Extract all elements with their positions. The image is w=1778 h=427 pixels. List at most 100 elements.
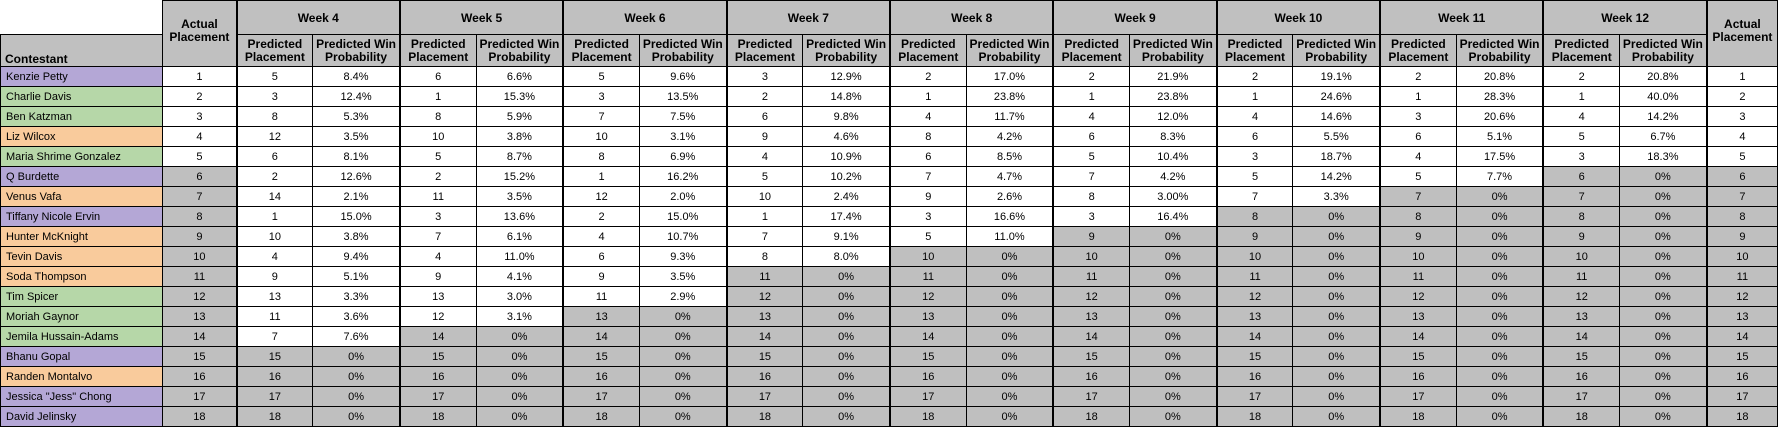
- predicted-win-probability-cell: 0%: [1128, 326, 1218, 347]
- predicted-placement-cell: 3: [1379, 106, 1457, 127]
- predicted-win-probability-cell: 16.2%: [638, 166, 728, 187]
- actual-placement-cell-right: 11: [1706, 266, 1778, 287]
- contestant-name-cell: Moriah Gaynor: [0, 306, 164, 327]
- predicted-win-probability-cell: 0%: [1128, 246, 1218, 267]
- actual-placement-cell-right: 7: [1706, 186, 1778, 207]
- predicted-win-probability-cell: 0%: [1128, 406, 1218, 427]
- predicted-placement-cell: 11: [235, 306, 314, 327]
- predicted-placement-cell: 16: [1052, 366, 1130, 387]
- predicted-win-probability-cell: 0%: [802, 326, 892, 347]
- table-row: Jessica "Jess" Chong 17 17 0% 17 0% 17 0% 17 0% 17…: [0, 386, 1778, 407]
- actual-placement-cell: 14: [162, 326, 238, 347]
- predicted-placement-cell: 12: [562, 186, 640, 207]
- predicted-win-probability-cell: 0%: [802, 366, 892, 387]
- predicted-placement-cell: 3: [1052, 206, 1130, 227]
- predicted-placement-cell: 16: [889, 366, 967, 387]
- predicted-placement-cell: 5: [1379, 166, 1457, 187]
- predicted-placement-cell: 12: [1052, 286, 1130, 307]
- predicted-win-probability-cell: 0%: [1292, 206, 1382, 227]
- predicted-win-probability-cell: 11.7%: [965, 106, 1055, 127]
- contestant-name-cell: Jemila Hussain-Adams: [0, 326, 164, 347]
- predicted-placement-cell: 17: [725, 386, 804, 407]
- actual-placement-cell-right: 9: [1706, 226, 1778, 247]
- actual-placement-cell-right: 2: [1706, 86, 1778, 107]
- predicted-placement-cell: 6: [1379, 126, 1457, 147]
- predicted-placement-header: Predicted Placement: [398, 34, 477, 67]
- table-row: Maria Shrime Gonzalez 5 6 8.1% 5 8.7% 8 6.9% 4 10…: [0, 146, 1778, 167]
- predicted-win-probability-cell: 0%: [638, 386, 728, 407]
- predicted-win-probability-cell: 0%: [312, 366, 401, 387]
- predicted-win-probability-cell: 14.6%: [1292, 106, 1382, 127]
- predicted-win-probability-cell: 5.3%: [312, 106, 401, 127]
- contestant-name-cell: Randen Montalvo: [0, 366, 164, 387]
- predicted-placement-cell: 15: [889, 346, 967, 367]
- predicted-placement-cell: 11: [725, 266, 804, 287]
- predicted-win-probability-cell: 0%: [1455, 206, 1545, 227]
- predicted-win-probability-cell: 0%: [312, 386, 401, 407]
- predicted-win-probability-cell: 0%: [638, 326, 728, 347]
- predicted-win-probability-cell: 0%: [1455, 386, 1545, 407]
- contestant-header-label: Contestant: [5, 52, 68, 66]
- predicted-win-probability-cell: 2.6%: [965, 186, 1055, 207]
- predicted-win-probability-cell: 0%: [802, 266, 892, 287]
- predicted-placement-cell: 7: [1052, 166, 1130, 187]
- predicted-win-probability-cell: 13.6%: [475, 206, 565, 227]
- predicted-win-probability-cell: 0%: [1618, 186, 1708, 207]
- predicted-placement-cell: 9: [398, 266, 477, 287]
- predicted-placement-cell: 1: [1542, 86, 1621, 107]
- predicted-win-probability-cell: 0%: [312, 406, 401, 427]
- predicted-placement-cell: 7: [1542, 186, 1621, 207]
- predicted-placement-cell: 18: [235, 406, 314, 427]
- predicted-win-probability-cell: 3.6%: [312, 306, 401, 327]
- predicted-win-probability-cell: 0%: [1455, 406, 1545, 427]
- actual-placement-cell: 13: [162, 306, 238, 327]
- predicted-placement-header: Predicted Placement: [1542, 34, 1621, 67]
- actual-placement-cell-right: 16: [1706, 366, 1778, 387]
- predicted-win-probability-cell: 15.2%: [475, 166, 565, 187]
- predicted-placement-cell: 12: [1379, 286, 1457, 307]
- predicted-placement-cell: 17: [1379, 386, 1457, 407]
- predicted-placement-cell: 8: [562, 146, 640, 167]
- predicted-win-probability-cell: 2.9%: [638, 286, 728, 307]
- week-header: Week 6: [562, 0, 728, 35]
- corner-cell: [0, 0, 164, 35]
- predicted-placement-cell: 9: [889, 186, 967, 207]
- predicted-win-probability-cell: 0%: [965, 346, 1055, 367]
- actual-placement-cell-right: 12: [1706, 286, 1778, 307]
- predicted-win-probability-cell: 10.9%: [802, 146, 892, 167]
- predicted-placement-cell: 15: [1542, 346, 1621, 367]
- predicted-win-probability-header: Predicted Win Probability: [312, 34, 401, 67]
- actual-placement-cell: 9: [162, 226, 238, 247]
- predicted-placement-cell: 8: [1052, 186, 1130, 207]
- predicted-placement-cell: 5: [398, 146, 477, 167]
- predicted-win-probability-cell: 5.5%: [1292, 126, 1382, 147]
- predicted-placement-cell: 10: [1215, 246, 1294, 267]
- predicted-placement-cell: 4: [725, 146, 804, 167]
- predicted-placement-cell: 9: [562, 266, 640, 287]
- predicted-win-probability-cell: 0%: [312, 346, 401, 367]
- predicted-win-probability-cell: 2.4%: [802, 186, 892, 207]
- predicted-placement-cell: 3: [1542, 146, 1621, 167]
- predicted-win-probability-cell: 3.0%: [475, 286, 565, 307]
- predicted-placement-cell: 2: [889, 66, 967, 87]
- predicted-placement-cell: 4: [1542, 106, 1621, 127]
- predicted-win-probability-cell: 0%: [1292, 346, 1382, 367]
- predicted-placement-cell: 11: [1379, 266, 1457, 287]
- actual-placement-cell: 4: [162, 126, 238, 147]
- predicted-placement-cell: 9: [725, 126, 804, 147]
- predicted-placement-cell: 13: [235, 286, 314, 307]
- week-header: Week 5: [398, 0, 565, 35]
- predicted-placement-cell: 14: [1215, 326, 1294, 347]
- actual-placement-cell-right: 8: [1706, 206, 1778, 227]
- contestant-name-cell: Maria Shrime Gonzalez: [0, 146, 164, 167]
- predicted-placement-cell: 6: [725, 106, 804, 127]
- predicted-win-probability-cell: 0%: [1128, 346, 1218, 367]
- predicted-placement-cell: 11: [1542, 266, 1621, 287]
- predicted-win-probability-cell: 0%: [965, 286, 1055, 307]
- predicted-placement-cell: 18: [725, 406, 804, 427]
- week-header: Week 10: [1215, 0, 1382, 35]
- predicted-win-probability-cell: 24.6%: [1292, 86, 1382, 107]
- contestant-name-cell: Soda Thompson: [0, 266, 164, 287]
- predicted-win-probability-cell: 9.8%: [802, 106, 892, 127]
- predicted-win-probability-cell: 0%: [1618, 346, 1708, 367]
